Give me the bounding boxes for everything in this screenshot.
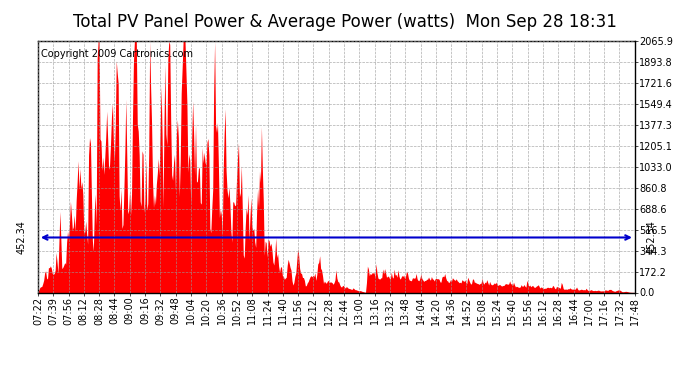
- Text: 452.34: 452.34: [647, 220, 656, 254]
- Text: 452.34: 452.34: [17, 220, 26, 254]
- Text: Total PV Panel Power & Average Power (watts)  Mon Sep 28 18:31: Total PV Panel Power & Average Power (wa…: [73, 13, 617, 31]
- Text: Copyright 2009 Cartronics.com: Copyright 2009 Cartronics.com: [41, 49, 193, 59]
